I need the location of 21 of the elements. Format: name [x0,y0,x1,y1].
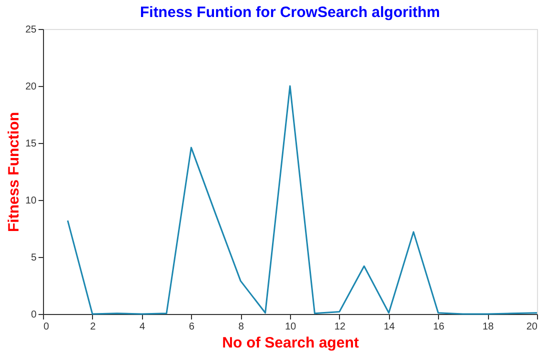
x-tick-label: 14 [384,322,396,332]
y-tick-label: 25 [25,24,37,36]
x-tick-label: 10 [284,322,296,332]
x-tick-label: 2 [90,322,96,332]
x-tick-label: 20 [526,322,538,332]
y-tick-label: 5 [30,252,37,264]
line-series [66,85,538,315]
x-tick-label: 12 [334,322,346,332]
y-tick-label: 15 [25,138,37,150]
y-tick-label: 10 [25,196,37,206]
y-axis-title: Fitness Function [5,112,22,232]
x-tick-label: 4 [140,322,146,332]
y-tick-label: 20 [25,82,37,92]
x-axis-title: No of Search agent [222,334,359,352]
x-tick-label: 16 [433,322,445,332]
x-tick-label: 0 [44,322,50,332]
x-tick-label: 6 [188,322,195,332]
chart-title: Fitness Funtion for CrowSearch algorithm [140,4,440,21]
x-tick-label: 18 [482,322,494,332]
x-tick-label: 8 [238,322,244,332]
y-tick-label: 0 [30,310,37,320]
